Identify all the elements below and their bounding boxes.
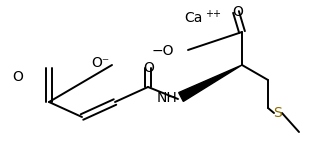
Text: ++: ++	[205, 9, 221, 19]
Text: O: O	[233, 5, 244, 19]
Text: S: S	[274, 106, 282, 120]
Text: NH: NH	[157, 91, 177, 105]
Text: Ca: Ca	[184, 11, 202, 25]
Text: −O: −O	[152, 44, 174, 58]
Text: O: O	[12, 70, 23, 84]
Text: O: O	[144, 61, 155, 75]
Polygon shape	[179, 65, 242, 101]
Text: O⁻: O⁻	[91, 56, 109, 70]
